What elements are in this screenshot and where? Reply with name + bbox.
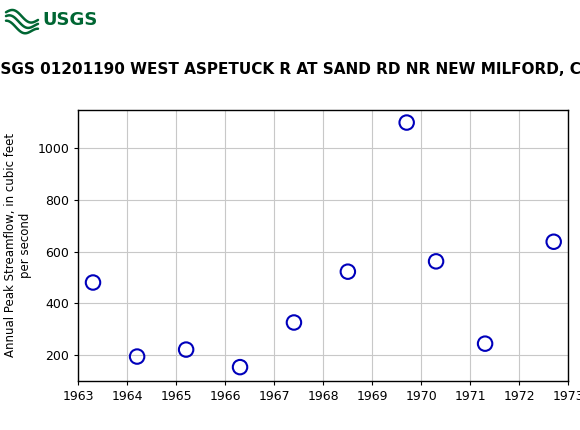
- Point: [182, 346, 191, 353]
- Point: [88, 279, 97, 286]
- Point: [343, 268, 353, 275]
- Text: USGS 01201190 WEST ASPETUCK R AT SAND RD NR NEW MILFORD, CT: USGS 01201190 WEST ASPETUCK R AT SAND RD…: [0, 62, 580, 77]
- Point: [432, 258, 441, 265]
- Point: [549, 238, 559, 245]
- Text: USGS: USGS: [42, 12, 97, 29]
- Point: [480, 340, 490, 347]
- Y-axis label: Annual Peak Streamflow, in cubic feet
per second: Annual Peak Streamflow, in cubic feet pe…: [4, 133, 32, 357]
- Point: [235, 364, 245, 371]
- Bar: [4, 3, 104, 38]
- Point: [402, 119, 411, 126]
- Point: [132, 353, 142, 360]
- Point: [289, 319, 299, 326]
